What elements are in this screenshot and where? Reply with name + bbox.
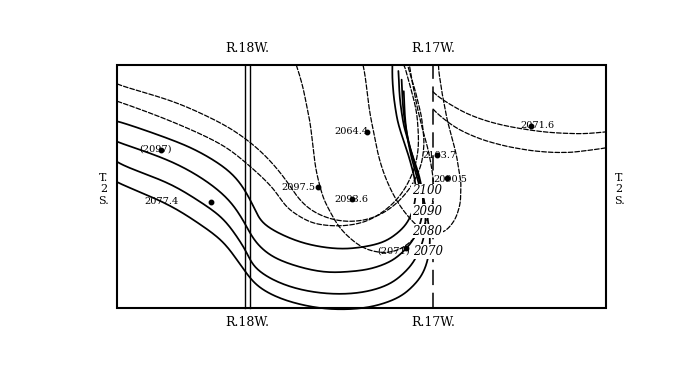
Text: 2090.5: 2090.5 [433,175,468,184]
Text: 2064.4: 2064.4 [335,127,368,136]
Text: R.17W.: R.17W. [411,316,455,329]
Text: R.18W.: R.18W. [225,316,270,329]
Text: 2090: 2090 [412,204,442,218]
Text: 2070: 2070 [413,245,443,258]
Text: 2093.6: 2093.6 [335,195,368,204]
Text: 2100: 2100 [412,184,442,197]
Text: R.18W.: R.18W. [225,42,270,55]
Bar [118,65,606,308]
Text: 2077.4: 2077.4 [144,197,178,206]
Text: R.17W.: R.17W. [411,42,455,55]
Text: (2071): (2071) [378,246,410,255]
Text: 2103.7: 2103.7 [423,151,457,160]
Text: T.
2
S.: T. 2 S. [614,173,624,206]
Text: 2097.5: 2097.5 [281,183,316,192]
Text: T.
2
S.: T. 2 S. [99,173,109,206]
Text: 2080: 2080 [412,225,442,238]
Text: (2097): (2097) [139,145,172,154]
Text: 2071.6: 2071.6 [520,122,554,130]
